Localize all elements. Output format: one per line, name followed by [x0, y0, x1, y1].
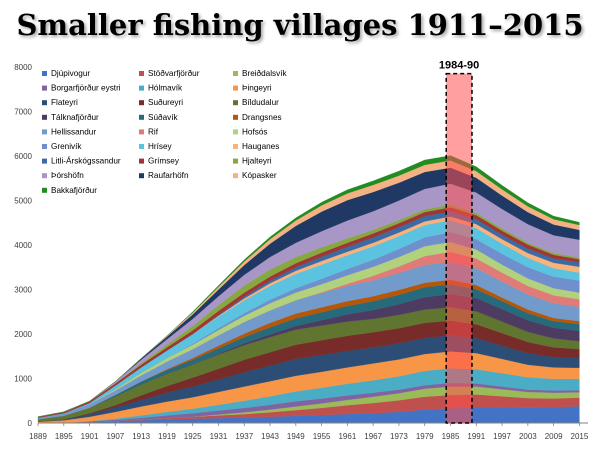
y-tick-label: 1000 [14, 375, 32, 384]
x-tick-label: 1991 [467, 432, 485, 441]
legend-label: Tálknafjörður [51, 112, 99, 122]
area-layer [37, 155, 580, 424]
legend: Djúpivogur Stöðvarfjörður Breiðdalsvík Borg… [42, 68, 288, 195]
x-tick-label: 1931 [210, 432, 228, 441]
x-tick-label: 1967 [364, 432, 382, 441]
legend-label: Þingeyri [242, 84, 272, 93]
legend-label: Rif [148, 127, 159, 136]
legend-swatch [42, 158, 47, 164]
x-tick-label: 1979 [416, 432, 434, 441]
legend-label: Borgarfjörður eystri [51, 83, 121, 93]
legend-swatch [42, 144, 47, 149]
legend-label: Hrísey [148, 142, 173, 151]
legend-swatch [233, 71, 238, 76]
chart-title: Smaller fishing villages 1911–2015 [16, 8, 584, 42]
legend-swatch [139, 158, 144, 164]
legend-label: Drangsnes [242, 113, 282, 122]
legend-label: Súðavík [148, 112, 178, 122]
x-tick-label: 1895 [55, 432, 73, 441]
legend-label: Raufarhöfn [148, 171, 189, 180]
legend-swatch [139, 114, 144, 120]
area-bakkafjo-r-ur [37, 155, 580, 417]
y-tick-label: 0 [28, 419, 33, 428]
x-tick-label: 1949 [287, 432, 305, 441]
legend-label: Breiðdalsvík [242, 68, 288, 78]
y-tick-label: 7000 [14, 108, 32, 117]
highlight-band [445, 72, 473, 424]
legend-label: Bakkafjörður [51, 185, 97, 195]
legend-label: Bíldudalur [242, 98, 279, 107]
legend-swatch [42, 100, 47, 106]
legend-swatch [42, 129, 47, 135]
legend-label: Djúpivogur [51, 69, 90, 78]
axes-layer: 0 1000 2000 3000 4000 5000 6000 7000 8000 1889 189… [14, 63, 589, 441]
legend-swatch [139, 85, 144, 91]
legend-swatch [42, 114, 47, 120]
x-tick-label: 1919 [158, 432, 176, 441]
legend-swatch [139, 100, 144, 106]
x-tick-label: 2003 [519, 432, 537, 441]
legend-swatch [42, 85, 47, 91]
legend-swatch [139, 71, 144, 76]
legend-swatch [139, 129, 144, 135]
y-tick-label: 5000 [14, 197, 32, 206]
legend-swatch [233, 85, 238, 91]
legend-swatch [233, 158, 238, 164]
x-tick-label: 1889 [29, 432, 47, 441]
legend-label: Hofsós [242, 127, 267, 136]
x-tick-label: 2015 [571, 432, 589, 441]
legend-swatch [42, 187, 47, 193]
legend-swatch [233, 100, 238, 106]
x-tick-label: 1937 [235, 432, 253, 441]
x-tick-label: 1973 [390, 432, 408, 441]
x-tick-label: 2009 [545, 432, 563, 441]
legend-label: Hjalteyri [242, 157, 272, 166]
legend-swatch [233, 144, 238, 149]
legend-label: Þórshöfn [51, 171, 84, 180]
legend-label: Hellissandur [51, 127, 96, 136]
legend-label: Flateyri [51, 98, 78, 107]
x-tick-label: 1901 [81, 432, 99, 441]
y-tick-label: 6000 [14, 152, 32, 161]
legend-swatch [42, 71, 47, 76]
highlight-layer: 1984-90 [439, 60, 479, 424]
legend-swatch [139, 173, 144, 179]
y-tick-label: 2000 [14, 330, 32, 339]
x-tick-label: 1907 [106, 432, 124, 441]
legend-label: Hólmavík [148, 84, 183, 93]
y-tick-label: 3000 [14, 286, 32, 295]
x-tick-label: 1943 [261, 432, 279, 441]
legend-label: Stöðvarfjörður [148, 68, 200, 78]
legend-label: Hauganes [242, 142, 279, 151]
legend-swatch [42, 173, 47, 179]
x-tick-label: 1913 [132, 432, 150, 441]
legend-swatch [139, 144, 144, 149]
x-tick-label: 1925 [184, 432, 202, 441]
legend-swatch [233, 114, 238, 120]
legend-label: Suðureyri [148, 97, 183, 107]
x-tick-label: 1997 [493, 432, 511, 441]
x-tick-label: 1955 [313, 432, 331, 441]
legend-label: Litli-Árskógssandur [51, 156, 121, 166]
legend-swatch [233, 129, 238, 135]
highlight-label: 1984-90 [439, 60, 479, 72]
x-tick-label: 1985 [442, 432, 460, 441]
legend-swatch [233, 173, 238, 179]
y-tick-label: 8000 [14, 63, 32, 72]
legend-label: Grímsey [148, 157, 180, 166]
legend-label: Grenivík [51, 142, 82, 151]
legend-label: Kópasker [242, 171, 277, 180]
x-tick-label: 1961 [338, 432, 356, 441]
y-tick-label: 4000 [14, 241, 32, 250]
